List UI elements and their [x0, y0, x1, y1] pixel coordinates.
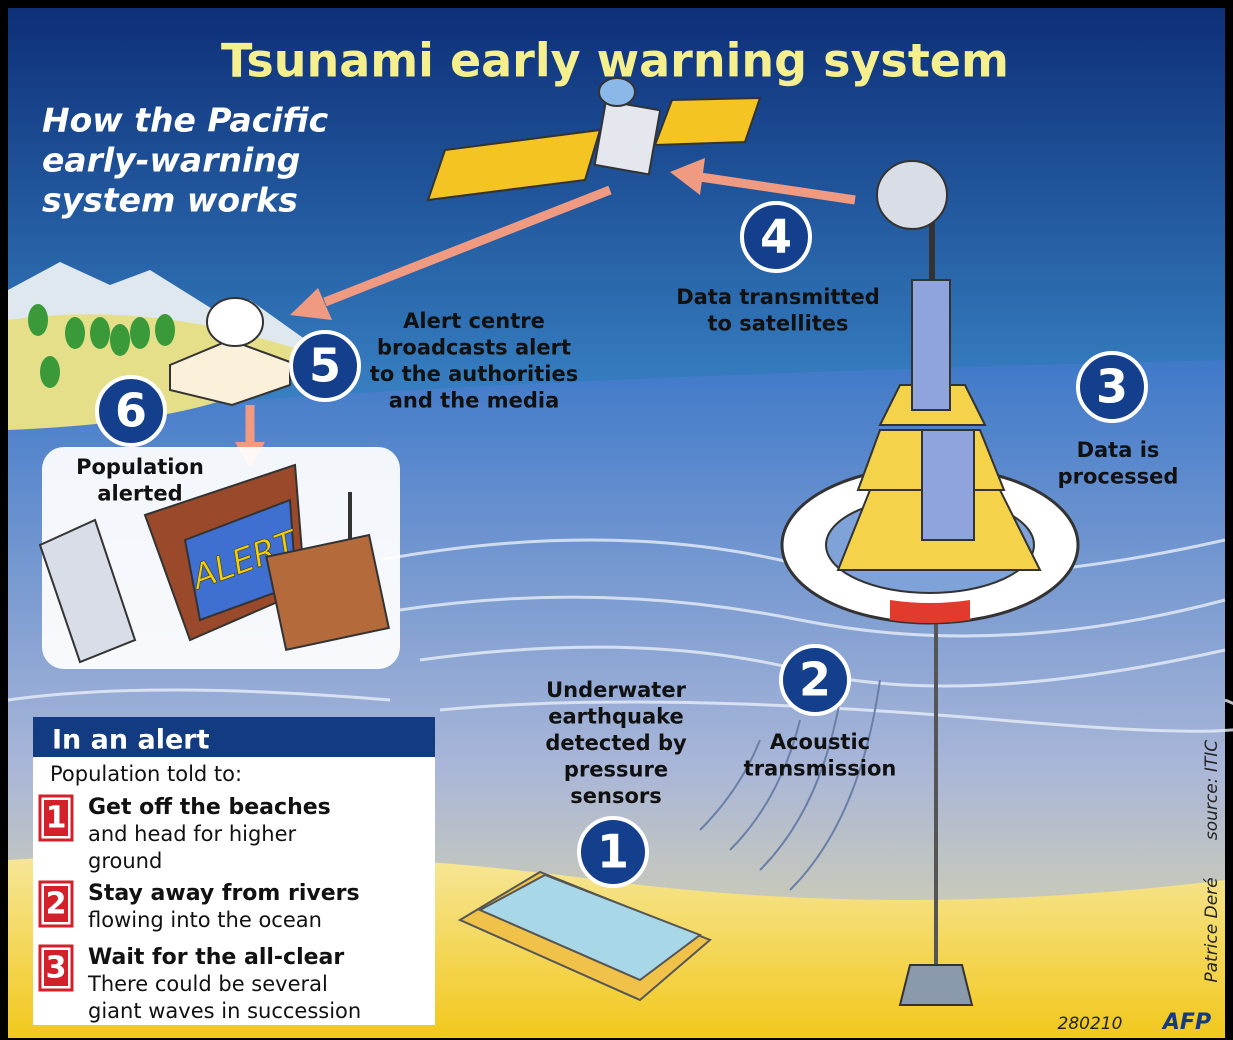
solar-panel	[655, 98, 760, 145]
step-label: and the media	[389, 389, 560, 413]
step-label: Population	[76, 455, 204, 479]
item-number: 1	[46, 801, 67, 836]
item-text: and head for higher	[88, 822, 297, 846]
tree	[155, 314, 175, 346]
subtitle-line: system works	[42, 181, 298, 220]
step-label: processed	[1058, 465, 1179, 489]
step-label: Data transmitted	[676, 285, 880, 309]
step-number: 6	[115, 384, 147, 438]
step-label: broadcasts alert	[377, 336, 571, 360]
item-text: ground	[88, 849, 162, 873]
lifebuoy-band	[890, 600, 970, 623]
item-number: 2	[46, 887, 67, 922]
step-label: transmission	[744, 757, 897, 781]
step-label: to the authorities	[370, 362, 578, 386]
step-label: pressure	[564, 758, 668, 782]
anchor	[900, 965, 972, 1005]
page-body: ALERT Tsunami early warning system How t…	[0, 0, 1233, 1040]
step-number: 2	[799, 653, 831, 707]
credit: Patrice Deré	[1202, 877, 1222, 982]
title: Tsunami early warning system	[221, 34, 1009, 88]
tree	[40, 356, 60, 388]
page: Tsunami early warning system {"title": "…	[0, 0, 1233, 1040]
step-label: earthquake	[548, 705, 684, 729]
step-number: 5	[309, 339, 341, 393]
agency: AFP	[1161, 1010, 1211, 1035]
step-label: Underwater	[546, 678, 686, 702]
alert-box: In an alert Population told to: 1 Get off…	[33, 717, 435, 1025]
item-title: Get off the beaches	[88, 795, 331, 820]
tree	[90, 317, 110, 349]
dish	[207, 298, 263, 346]
step-label: to satellites	[707, 312, 848, 336]
mast	[912, 280, 950, 410]
item-text: There could be several	[87, 972, 328, 996]
subtitle-line: How the Pacific	[42, 101, 329, 140]
step-label: Data is	[1077, 438, 1160, 462]
subtitle-line: early-warning	[42, 141, 300, 180]
step-label: alerted	[97, 482, 182, 506]
item-text: flowing into the ocean	[88, 908, 322, 932]
step-label: Acoustic	[770, 730, 870, 754]
dish	[877, 161, 947, 229]
item-text: giant waves in succession	[88, 999, 361, 1023]
step-number: 1	[597, 825, 629, 879]
item-number: 3	[46, 951, 67, 986]
step-label: detected by	[545, 731, 687, 755]
tree	[65, 317, 85, 349]
step-number: 3	[1096, 360, 1128, 414]
item-title: Wait for the all-clear	[88, 945, 344, 970]
step-label: sensors	[570, 784, 661, 808]
alert-intro: Population told to:	[50, 762, 242, 786]
item-title: Stay away from rivers	[88, 881, 360, 906]
step-label: Alert centre	[403, 309, 545, 333]
satellite-body	[595, 101, 660, 175]
body	[922, 430, 974, 540]
alert-heading: In an alert	[52, 725, 210, 756]
tree	[28, 304, 48, 336]
step-number: 4	[760, 210, 792, 264]
radio	[266, 535, 388, 650]
source: source: ITIC	[1202, 740, 1222, 840]
code: 280210	[1058, 1014, 1123, 1034]
tree	[110, 324, 130, 356]
tree	[130, 317, 150, 349]
infographic: ALERT Tsunami early warning system How t…	[0, 0, 1233, 1040]
